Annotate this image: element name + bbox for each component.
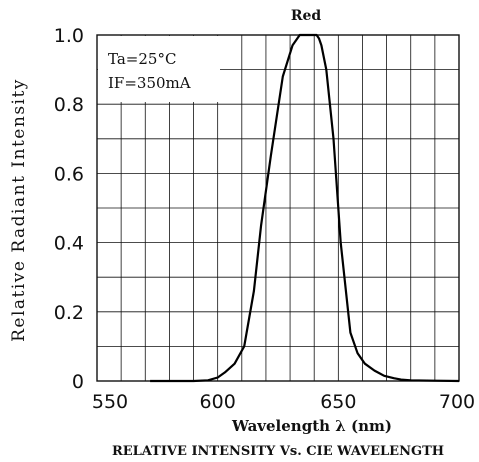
x-axis-label: Wavelength λ (nm) [231, 417, 392, 435]
y-axis-label: Relative Radiant Intensity [9, 78, 29, 342]
grid-lines [97, 35, 459, 381]
x-tick-label: 650 [320, 391, 356, 413]
annotation-current: IF=350mA [108, 74, 191, 92]
chart-title: RELATIVE INTENSITY Vs. CIE WAVELENGTH [112, 444, 444, 459]
series-line-red [150, 33, 460, 383]
y-tick-label: 0.8 [54, 94, 84, 116]
x-tick-label: 700 [439, 391, 475, 413]
x-tick-label: 600 [200, 391, 236, 413]
y-tick-label: 0.2 [54, 302, 84, 324]
y-tick-labels: 0 0.2 0.4 0.6 0.8 1.0 [54, 25, 84, 393]
x-tick-label: 550 [92, 391, 128, 413]
y-tick-label: 0.6 [54, 163, 84, 185]
y-tick-label: 0 [72, 371, 84, 393]
y-tick-label: 1.0 [54, 25, 84, 47]
conditions-box [98, 36, 220, 102]
series-label-red: Red [291, 8, 322, 24]
x-tick-labels: 550 600 650 700 [92, 391, 475, 413]
plot-frame [96, 34, 460, 382]
y-tick-label: 0.4 [54, 233, 84, 255]
annotation-temperature: Ta=25°C [108, 50, 176, 68]
